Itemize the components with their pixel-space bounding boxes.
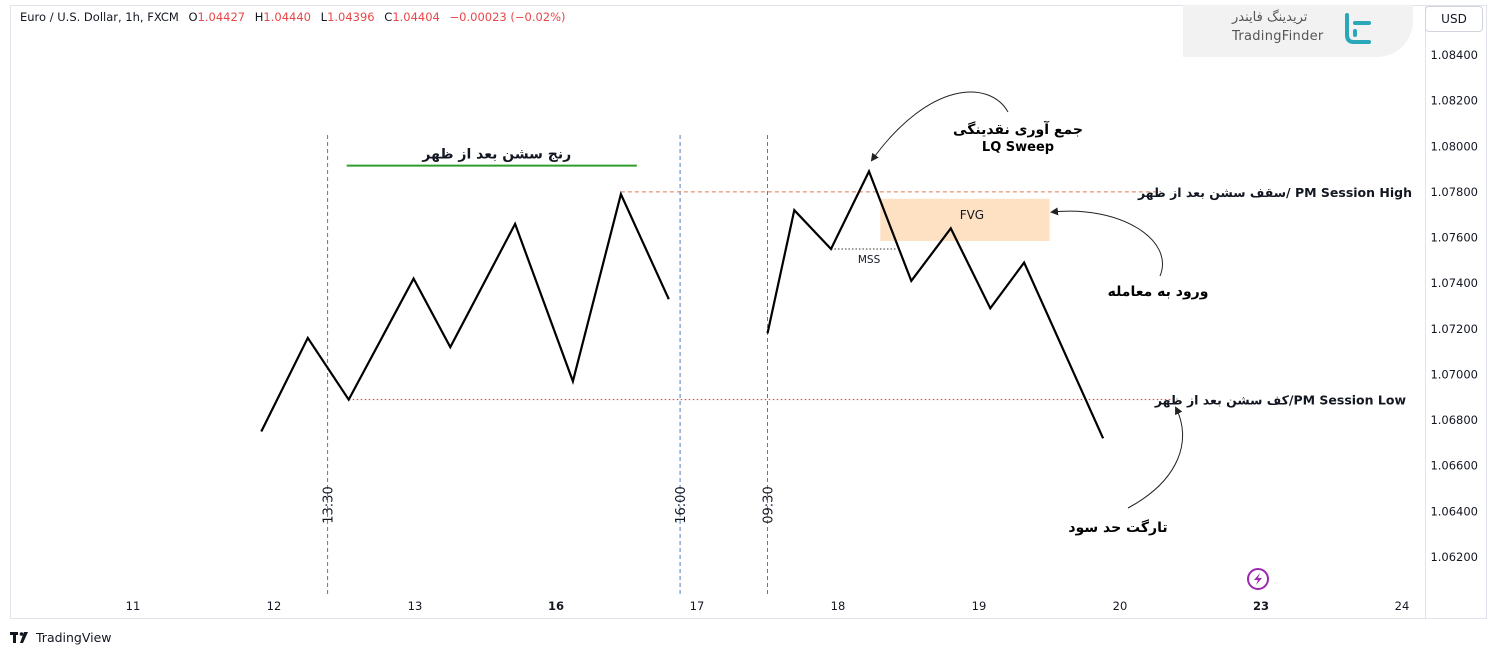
fvg-zone: [880, 198, 1050, 241]
session-range-label: رنج سشن بعد از ظهر: [421, 147, 571, 163]
x-tick-label: 17: [690, 599, 705, 613]
y-tick-label: 1.06800: [1430, 413, 1478, 427]
high-label: H: [254, 10, 264, 24]
close-value: 1.04404: [392, 10, 440, 24]
y-tick-label: 1.07200: [1430, 322, 1478, 336]
x-tick-label: 19: [972, 599, 987, 613]
logo-text-en: TradingFinder: [1232, 29, 1324, 44]
y-tick-label: 1.07400: [1430, 276, 1478, 290]
x-tick-label: 12: [267, 599, 282, 613]
open-value: 1.04427: [197, 10, 246, 24]
liquidity-label-en: LQ Sweep: [982, 140, 1054, 155]
logo-text-fa: تریدینگ فایندر: [1232, 10, 1308, 25]
low-value: 1.04396: [327, 10, 375, 24]
x-tick-label: 13: [408, 599, 423, 613]
y-tick-label: 1.07600: [1430, 231, 1478, 245]
tradingview-footer[interactable]: TradingView: [10, 630, 112, 645]
mss-label: MSS: [858, 254, 881, 266]
session-low-label: کف سشن بعد از ظهر/PM Session Low: [1154, 393, 1407, 408]
target-arrow: [1127, 406, 1184, 509]
chart-frame[interactable]: [10, 5, 1487, 619]
y-tick-label: 1.06600: [1430, 459, 1478, 473]
close-label: C: [384, 10, 393, 24]
tradingfinder-logo-icon: [1345, 13, 1371, 44]
tradingview-logo-icon: [10, 631, 28, 643]
entry-arrow: [1050, 207, 1163, 277]
y-tick-label: 1.08200: [1430, 94, 1478, 108]
low-label: L: [320, 10, 328, 24]
change-value: −0.00023 (−0.02%): [449, 10, 566, 24]
session-time-label: 13:30: [322, 486, 337, 523]
target-label: تارگت حد سود: [1068, 519, 1167, 536]
x-tick-label: 18: [831, 599, 846, 613]
liquidity-arrow: [870, 91, 1009, 162]
lightning-icon[interactable]: [1247, 568, 1269, 590]
y-tick-label: 1.06400: [1430, 504, 1478, 518]
price-series-line: [260, 190, 670, 432]
high-value: 1.04440: [263, 10, 311, 24]
price-scale[interactable]: [1425, 5, 1487, 619]
entry-label: ورود به معامله: [1108, 284, 1209, 300]
tradingfinder-logo-box: [1183, 5, 1413, 57]
x-tick-label: 11: [126, 599, 141, 613]
y-tick-label: 1.07800: [1430, 185, 1478, 199]
liquidity-label-fa: جمع آوری نقدینگی: [953, 120, 1083, 138]
symbol-legend: Euro / U.S. Dollar, 1h, FXCM O1.04427 H1…: [20, 10, 566, 24]
y-tick-label: 1.08400: [1430, 48, 1478, 62]
fvg-label: FVG: [960, 208, 984, 222]
y-tick-label: 1.06200: [1430, 550, 1478, 564]
x-tick-label: 24: [1395, 599, 1410, 613]
session-time-label: 09:30: [762, 486, 777, 523]
session-high-label: سقف سشن بعد از ظهر/ PM Session High: [1137, 185, 1412, 200]
x-tick-label: 16: [548, 599, 564, 613]
currency-button[interactable]: USD: [1425, 6, 1483, 32]
symbol-name[interactable]: Euro / U.S. Dollar, 1h, FXCM: [20, 10, 179, 24]
open-label: O: [188, 10, 198, 24]
y-tick-label: 1.07000: [1430, 367, 1478, 381]
x-tick-label: 20: [1113, 599, 1128, 613]
y-tick-label: 1.08000: [1430, 139, 1478, 153]
x-tick-label: 23: [1253, 599, 1269, 613]
session-time-label: 16:00: [674, 486, 689, 523]
tradingview-brand: TradingView: [36, 630, 112, 645]
